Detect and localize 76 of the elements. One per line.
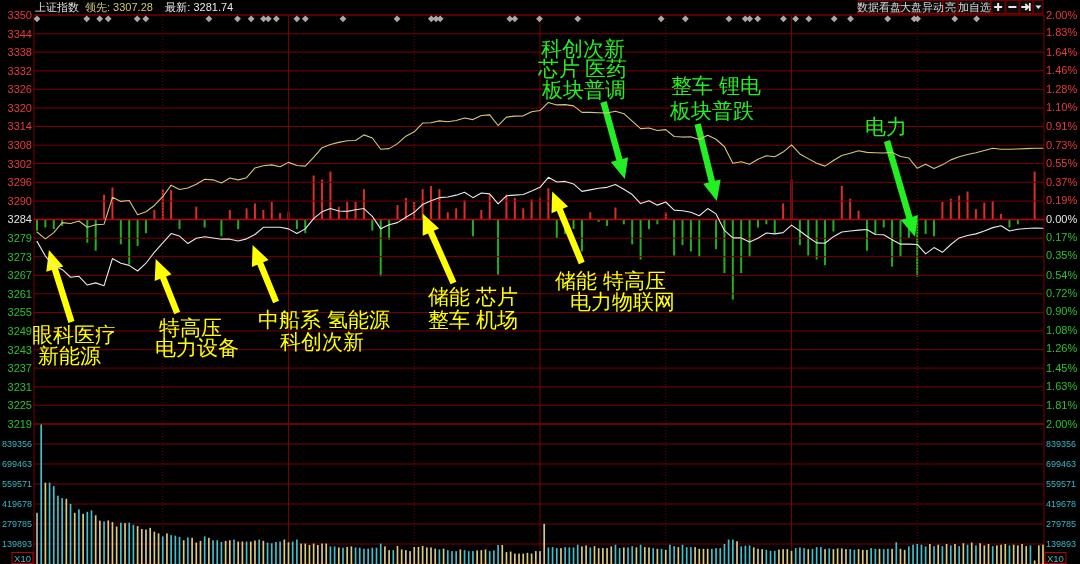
y2-tick-label: 0.35%: [1046, 249, 1078, 262]
y2-tick-label: 1.26%: [1046, 342, 1078, 355]
y-tick-label: 3338: [7, 46, 32, 59]
y-tick-label: 3273: [7, 250, 32, 263]
y-tick-label: 3314: [7, 120, 32, 133]
y2-tick-label: 559571: [1046, 479, 1077, 490]
button: 大盘异动: [899, 0, 944, 14]
annotation: 新能源: [38, 344, 102, 367]
y-tick-label: 3308: [7, 139, 32, 152]
annotation: 板块普跌: [668, 98, 754, 122]
y2-tick-label: 0.17%: [1046, 230, 1078, 243]
y2-tick-label: 1.08%: [1046, 323, 1078, 336]
y-tick-label: 279785: [1, 519, 32, 530]
y2-tick-label: 699463: [1046, 459, 1077, 470]
button: 加自选: [957, 0, 992, 14]
y2-tick-label: 1.45%: [1046, 361, 1078, 374]
y2-tick-label: 279785: [1046, 519, 1077, 530]
text: 领先: 3307.28: [85, 1, 153, 13]
y-tick-label: 3284: [7, 213, 32, 226]
y-tick-label: 3255: [7, 306, 32, 319]
annotation: 储能 芯片: [427, 285, 518, 309]
button: 亮: [943, 0, 958, 14]
y-tick-label: 139893: [1, 539, 32, 550]
y-tick-label: 3332: [7, 64, 32, 77]
y2-tick-label: 0.90%: [1046, 305, 1078, 318]
y2-tick-label: 0.91%: [1046, 120, 1078, 133]
chart-title: 上证指数: [35, 1, 79, 13]
y-tick-label: 3296: [7, 176, 32, 189]
y2-tick-label: 2.00%: [1046, 8, 1078, 21]
y-tick-label: 3243: [7, 343, 32, 356]
annotation: 科创次新: [541, 36, 626, 60]
y-tick-label: 3249: [7, 324, 32, 337]
y-tick-label: 3231: [7, 380, 32, 393]
y-tick-label: 3290: [7, 195, 32, 208]
annotation: 整车 锂电: [670, 73, 761, 97]
y-tick-label: 419678: [1, 499, 32, 510]
y-tick-label: 3320: [7, 102, 32, 114]
y2-tick-label: 0.54%: [1046, 268, 1078, 281]
y-tick-label: 3302: [7, 157, 32, 170]
y-tick-label: 3326: [7, 83, 32, 96]
y2-tick-label: 1.81%: [1046, 398, 1078, 411]
y2-tick-label: 2.00%: [1046, 417, 1078, 430]
y-tick-label: 3261: [7, 287, 32, 300]
y2-tick-label: 1.64%: [1046, 45, 1078, 58]
y-tick-label: 699463: [1, 459, 32, 470]
y2-tick-label: 0.73%: [1046, 138, 1078, 151]
y2-tick-label: 0.55%: [1046, 157, 1078, 170]
y2-tick-label: 419678: [1046, 499, 1077, 510]
y2-tick-label: 1.83%: [1046, 26, 1078, 39]
y-tick-label: 3350: [7, 8, 32, 21]
y2-tick-label: 0.72%: [1046, 287, 1078, 300]
annotation: 储能 特高压: [555, 268, 666, 292]
y2-tick-label: 0.19%: [1046, 194, 1078, 207]
y-tick-label: 3344: [7, 27, 32, 40]
annotation: 整车 机场: [427, 307, 518, 331]
y-tick-label: 3225: [7, 399, 32, 412]
y2-tick-label: 139893: [1046, 539, 1077, 550]
y2-tick-label: 0.37%: [1046, 175, 1078, 188]
annotation: 科创次新: [279, 329, 364, 353]
annotation: 中船系 氢能源: [258, 307, 391, 331]
y-tick-label: 3237: [7, 362, 32, 375]
y2-tick-label: 1.63%: [1046, 380, 1078, 393]
y2-tick-label: 1.28%: [1046, 82, 1078, 95]
y-tick-label: 3267: [7, 269, 32, 282]
annotation: 眼科医疗: [32, 323, 117, 346]
y2-tick-label: 839356: [1046, 439, 1077, 450]
annotation: 电力: [865, 115, 908, 139]
y2-tick-label: 1.46%: [1046, 64, 1078, 77]
y-tick-label: 3279: [7, 232, 32, 245]
y-tick-label: 3219: [7, 417, 32, 430]
y-tick-label: 559571: [1, 479, 32, 490]
annotation: 电力设备: [155, 336, 240, 359]
y2-tick-label: 1.10%: [1046, 100, 1078, 113]
y2-tick-label: 0.00%: [1046, 213, 1078, 226]
y-tick-label: 839356: [1, 439, 32, 450]
text: 最新: 3281.74: [165, 1, 234, 13]
